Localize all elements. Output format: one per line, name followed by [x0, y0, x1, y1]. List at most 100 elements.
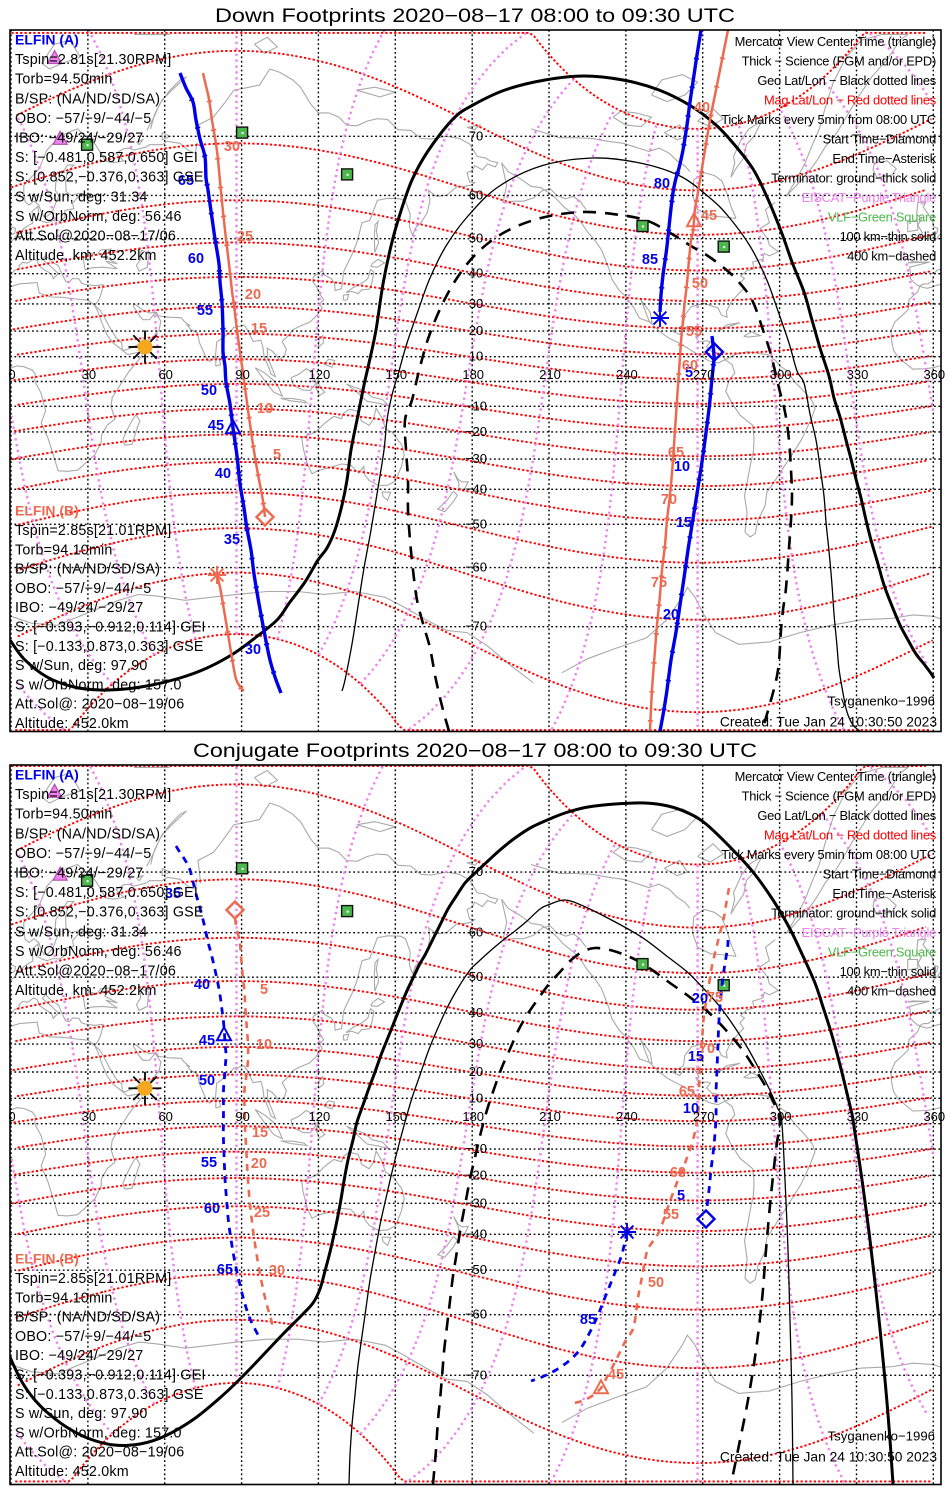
svg-text:Torb=94.50min: Torb=94.50min — [15, 807, 113, 823]
svg-text:−50: −50 — [465, 1262, 487, 1277]
svg-text:Mag Lat/Lon − Red dotted lines: Mag Lat/Lon − Red dotted lines — [764, 828, 936, 843]
svg-text:90: 90 — [235, 367, 249, 382]
svg-text:50: 50 — [469, 969, 483, 984]
svg-text:Att.Sol@2020−08−17/06: Att.Sol@2020−08−17/06 — [15, 964, 176, 980]
svg-text:25: 25 — [237, 229, 253, 245]
svg-text:60: 60 — [158, 1109, 172, 1124]
svg-text:ELFIN (A): ELFIN (A) — [15, 767, 79, 783]
svg-text:S: [0.852,−0.376,0.363] GSE: S: [0.852,−0.376,0.363] GSE — [15, 905, 204, 921]
svg-text:OBO: −57/−9/−44/−5: OBO: −57/−9/−44/−5 — [15, 846, 151, 862]
svg-text:20: 20 — [663, 607, 679, 623]
svg-text:75: 75 — [651, 575, 667, 591]
svg-text:5: 5 — [273, 447, 281, 463]
svg-text:60: 60 — [670, 1165, 686, 1181]
svg-text:IBO: −49/24/−29/27: IBO: −49/24/−29/27 — [15, 866, 143, 882]
svg-text:30: 30 — [82, 1109, 96, 1124]
svg-text:70: 70 — [469, 864, 483, 879]
svg-text:15: 15 — [252, 1125, 268, 1141]
svg-text:−40: −40 — [465, 1226, 487, 1241]
svg-text:240: 240 — [616, 1109, 638, 1124]
svg-text:45: 45 — [208, 418, 224, 434]
svg-text:10: 10 — [674, 459, 690, 475]
svg-text:85: 85 — [642, 252, 658, 268]
svg-text:10: 10 — [256, 1037, 272, 1053]
svg-text:150: 150 — [385, 1109, 407, 1124]
svg-text:5: 5 — [260, 982, 268, 998]
svg-text:150: 150 — [385, 367, 407, 382]
svg-text:360: 360 — [923, 1109, 945, 1124]
svg-text:15: 15 — [688, 1049, 704, 1065]
svg-text:70: 70 — [699, 1041, 715, 1057]
svg-text:55: 55 — [197, 303, 213, 319]
svg-text:55: 55 — [686, 324, 702, 340]
svg-text:100 km−thin solid: 100 km−thin solid — [840, 964, 937, 979]
svg-text:Torb=94.10min: Torb=94.10min — [15, 1290, 113, 1306]
svg-text:80: 80 — [654, 176, 670, 192]
svg-text:S w/Sun, deg: 97.90: S w/Sun, deg: 97.90 — [15, 1406, 148, 1422]
svg-text:Tsyganenko−1996: Tsyganenko−1996 — [828, 694, 935, 709]
svg-text:60: 60 — [158, 367, 172, 382]
svg-text:90: 90 — [235, 1109, 249, 1124]
svg-text:60: 60 — [204, 1201, 220, 1217]
svg-text:Mercator View Center Time (tri: Mercator View Center Time (triangle) — [735, 34, 936, 49]
svg-text:Terminator: ground−thick solid: Terminator: ground−thick solid — [771, 906, 936, 921]
svg-text:270: 270 — [693, 367, 715, 382]
svg-text:Mag Lat/Lon − Red dotted lines: Mag Lat/Lon − Red dotted lines — [764, 93, 936, 108]
svg-text:30: 30 — [469, 296, 483, 311]
svg-text:S: [−0.393,−0.912,0.114] GEI: S: [−0.393,−0.912,0.114] GEI — [15, 620, 206, 636]
svg-text:OBO: −57/−9/−44/−5: OBO: −57/−9/−44/−5 — [15, 1329, 151, 1345]
svg-text:Att.Sol@: 2020−08−19/06: Att.Sol@: 2020−08−19/06 — [15, 1445, 184, 1461]
svg-text:−10: −10 — [465, 1141, 487, 1156]
svg-text:End Time−Asterisk: End Time−Asterisk — [832, 151, 936, 166]
svg-text:−10: −10 — [465, 398, 487, 413]
svg-text:S w/OrbNorm, deg: 157.0: S w/OrbNorm, deg: 157.0 — [15, 1425, 182, 1441]
svg-text:B/SP: (NA/ND/SD/SA): B/SP: (NA/ND/SD/SA) — [15, 826, 160, 842]
svg-text:65: 65 — [679, 1084, 695, 1100]
svg-text:ELFIN (A): ELFIN (A) — [15, 32, 79, 48]
svg-text:40: 40 — [694, 100, 710, 116]
svg-text:0: 0 — [8, 367, 15, 382]
svg-text:S: [−0.133,0.873,0.363] GSE: S: [−0.133,0.873,0.363] GSE — [15, 639, 204, 655]
svg-text:S: [−0.133,0.873,0.363] GSE: S: [−0.133,0.873,0.363] GSE — [15, 1387, 204, 1403]
svg-text:55: 55 — [663, 1207, 679, 1223]
svg-text:65: 65 — [178, 173, 194, 189]
svg-text:S w/Sun, deg: 31.34: S w/Sun, deg: 31.34 — [15, 924, 148, 940]
svg-text:60: 60 — [682, 358, 698, 374]
svg-text:Tspin=2.85s[21.01RPM]: Tspin=2.85s[21.01RPM] — [15, 523, 171, 539]
svg-text:Geo Lat/Lon − Black dotted lin: Geo Lat/Lon − Black dotted lines — [757, 808, 936, 823]
svg-text:5: 5 — [685, 365, 693, 381]
svg-text:S: [0.852,−0.376,0.363] GSE: S: [0.852,−0.376,0.363] GSE — [15, 170, 204, 186]
svg-text:−20: −20 — [465, 1167, 487, 1182]
svg-text:30: 30 — [245, 642, 261, 658]
svg-text:IBO: −49/24/−29/27: IBO: −49/24/−29/27 — [15, 600, 143, 616]
svg-text:−50: −50 — [465, 516, 487, 531]
svg-text:End Time−Asterisk: End Time−Asterisk — [832, 886, 936, 901]
svg-text:Altitude, km: 452.2km: Altitude, km: 452.2km — [15, 983, 157, 999]
svg-text:300: 300 — [770, 367, 792, 382]
svg-text:400 km−dashed: 400 km−dashed — [847, 249, 936, 264]
svg-text:180: 180 — [462, 367, 484, 382]
svg-text:B/SP: (NA/ND/SD/SA): B/SP: (NA/ND/SD/SA) — [15, 1310, 160, 1326]
svg-text:45: 45 — [701, 208, 717, 224]
svg-text:S w/OrbNorm, deg: 56.46: S w/OrbNorm, deg: 56.46 — [15, 944, 182, 960]
svg-text:70: 70 — [661, 492, 677, 508]
svg-text:20: 20 — [245, 287, 261, 303]
svg-text:30: 30 — [82, 367, 96, 382]
svg-text:Conjugate Footprints 2020−08−1: Conjugate Footprints 2020−08−17 08:00 to… — [193, 741, 757, 762]
svg-text:35: 35 — [224, 532, 240, 548]
svg-text:B/SP: (NA/ND/SD/SA): B/SP: (NA/ND/SD/SA) — [15, 562, 160, 578]
svg-text:210: 210 — [539, 1109, 561, 1124]
svg-text:40: 40 — [469, 1005, 483, 1020]
svg-text:EISCAT−Purple Triangle: EISCAT−Purple Triangle — [802, 190, 936, 205]
svg-text:180: 180 — [462, 1109, 484, 1124]
svg-text:Att.Sol@: 2020−08−19/06: Att.Sol@: 2020−08−19/06 — [15, 697, 184, 713]
svg-text:65: 65 — [217, 1262, 233, 1278]
svg-text:270: 270 — [693, 1109, 715, 1124]
svg-text:VLF−Green Square: VLF−Green Square — [828, 945, 936, 960]
svg-text:Created: Tue Jan 24 10:30:50 2: Created: Tue Jan 24 10:30:50 2023 — [720, 715, 937, 730]
svg-text:400 km−dashed: 400 km−dashed — [847, 984, 936, 999]
svg-text:15: 15 — [676, 515, 692, 531]
svg-text:120: 120 — [309, 367, 331, 382]
svg-text:40: 40 — [469, 266, 483, 281]
svg-text:300: 300 — [770, 1109, 792, 1124]
